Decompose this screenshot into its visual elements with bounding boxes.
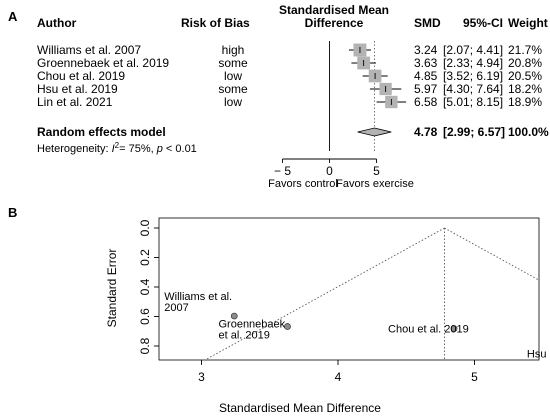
study-ci-value: [3.52; 6.19] (443, 69, 503, 83)
study-row: Williams et al. 2007 high 3.24 [2.07; 4.41]… (37, 43, 542, 57)
study-author: Lin et al. 2021 (37, 95, 113, 109)
funnel-y-tick-label: 0.4 (138, 278, 152, 295)
study-author: Groennebaek et al. 2019 (37, 56, 169, 70)
study-point-label: et al. 2019 (218, 330, 269, 342)
study-ci-value: [4.30; 7.64] (443, 82, 503, 96)
heterogeneity-text: Heterogeneity: I2= 75%, p < 0.01 (37, 141, 197, 155)
study-point-label: Hsu et al. 2019 (527, 349, 550, 361)
funnel-x-tick-label: 5 (471, 370, 478, 384)
funnel-y-tick-label: 0.8 (138, 337, 152, 354)
favors-exercise-label: Favors exercise (336, 178, 414, 190)
panel-b-label: B (8, 205, 17, 220)
header-weight: Weight (508, 16, 548, 30)
study-weight-value: 20.8% (508, 56, 542, 70)
funnel-right-boundary (444, 227, 539, 281)
study-smd-value: 5.97 (414, 82, 438, 96)
funnel-y-axis-title: Standard Error (105, 249, 119, 328)
header-smd: SMD (414, 16, 441, 30)
study-author: Hsu et al. 2019 (37, 82, 118, 96)
header-author: Author (37, 16, 77, 30)
forest-rows: Williams et al. 2007 high 3.24 [2.07; 4.41]… (37, 43, 542, 109)
pooled-label: Random effects model (37, 125, 166, 139)
study-point-label: Williams et al. (164, 291, 232, 303)
study-row: Lin et al. 2021 low 6.58 [5.01; 8.15] 18.9% (37, 95, 542, 109)
funnel-y-tick-label: 0.2 (138, 249, 152, 266)
favors-control-label: Favors control (268, 178, 338, 190)
forest-x-tick-label: − 5 (274, 164, 291, 178)
study-author: Chou et al. 2019 (37, 69, 125, 83)
study-point (284, 323, 291, 330)
study-weight-value: 21.7% (508, 43, 542, 57)
study-author: Williams et al. 2007 (37, 43, 141, 57)
study-ci-value: [5.01; 8.15] (443, 95, 503, 109)
study-risk-of-bias: some (218, 56, 248, 70)
forest-x-tick-label: 5 (373, 164, 380, 178)
study-point (230, 312, 238, 320)
pooled-weight: 100.0% (508, 125, 549, 139)
funnel-x-axis-title: Standardised Mean Difference (219, 401, 381, 415)
study-point-label: Groennebaek (218, 319, 285, 331)
study-risk-of-bias: low (224, 95, 242, 109)
forest-plot-area: − 5 0 5 (274, 41, 407, 178)
study-row: Groennebaek et al. 2019 some 3.63 [2.33; 4.… (37, 56, 542, 70)
pooled-smd: 4.78 (414, 125, 438, 139)
funnel-x-tick-label: 3 (198, 370, 205, 384)
pooled-diamond (357, 127, 392, 137)
funnel-x-tick-label: 4 (335, 370, 342, 384)
study-smd-value: 6.58 (414, 95, 438, 109)
funnel-y-tick-label: 0.6 (138, 308, 152, 325)
study-weight-value: 18.9% (508, 95, 542, 109)
panel-a-label: A (8, 9, 18, 24)
study-weight-value: 18.2% (508, 82, 542, 96)
study-smd-value: 3.63 (414, 56, 438, 70)
forest-x-tick-label: 0 (326, 164, 333, 178)
forest-plot: A Author Risk of Bias Standardised Mean … (8, 3, 549, 190)
study-smd-value: 3.24 (414, 43, 438, 57)
header-ci: 95%-CI (463, 16, 503, 30)
funnel-plot-frame (158, 217, 540, 361)
funnel-y-tick-label: 0.0 (138, 219, 152, 236)
header-risk-of-bias: Risk of Bias (181, 16, 250, 30)
study-risk-of-bias: high (222, 43, 245, 57)
header-smd-title-line2: Difference (305, 16, 364, 30)
study-smd-value: 4.85 (414, 69, 438, 83)
study-ci-value: [2.33; 4.94] (443, 56, 503, 70)
funnel-lines (204, 227, 539, 360)
study-row: Hsu et al. 2019 some 5.97 [4.30; 7.64] 18.2% (37, 82, 542, 96)
study-point-label: Chou et al. 2019 (388, 324, 469, 336)
pooled-ci: [2.99; 6.57] (443, 125, 505, 139)
study-point-label: 2007 (164, 302, 188, 314)
study-point (450, 325, 458, 332)
study-ci-value: [2.07; 4.41] (443, 43, 503, 57)
funnel-left-boundary (204, 227, 445, 360)
study-risk-of-bias: some (218, 82, 248, 96)
study-weight-value: 20.5% (508, 69, 542, 83)
study-risk-of-bias: low (224, 69, 242, 83)
study-row: Chou et al. 2019 low 4.85 [3.52; 6.19] 20.5% (37, 69, 542, 83)
header-smd-title-line1: Standardised Mean (279, 3, 389, 17)
